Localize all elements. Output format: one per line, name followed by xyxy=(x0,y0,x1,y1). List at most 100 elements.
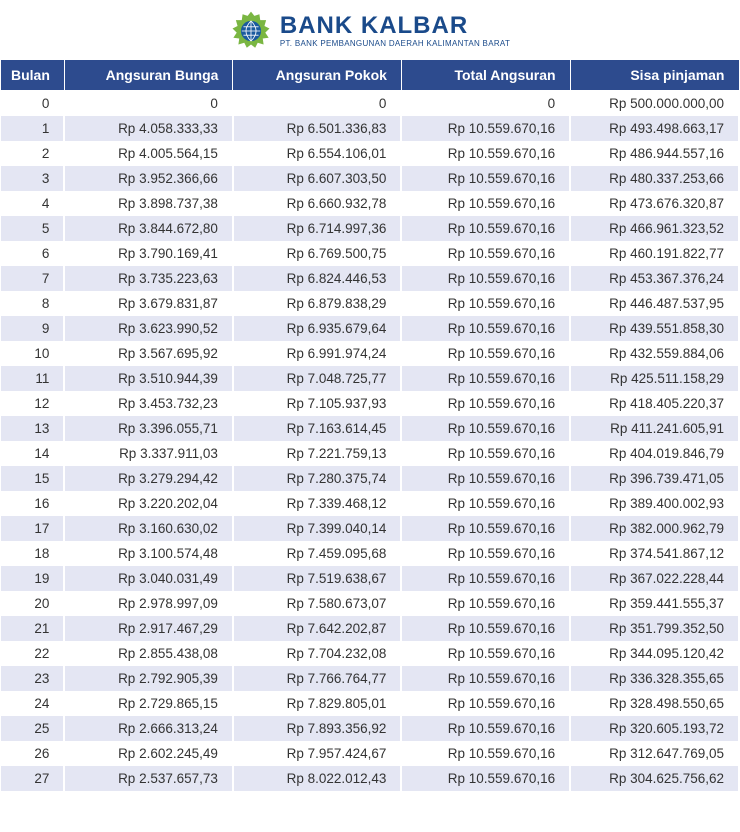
table-cell: Rp 500.000.000,00 xyxy=(570,91,739,117)
table-cell: 18 xyxy=(1,541,65,566)
amortization-table: Bulan Angsuran Bunga Angsuran Pokok Tota… xyxy=(0,60,740,791)
table-cell: Rp 3.279.294,42 xyxy=(64,466,233,491)
table-cell: Rp 10.559.670,16 xyxy=(401,216,570,241)
table-cell: 13 xyxy=(1,416,65,441)
table-cell: Rp 6.769.500,75 xyxy=(233,241,402,266)
table-cell: Rp 3.453.732,23 xyxy=(64,391,233,416)
table-cell: Rp 3.337.911,03 xyxy=(64,441,233,466)
col-header-sisa: Sisa pinjaman xyxy=(570,60,739,91)
table-cell: Rp 10.559.670,16 xyxy=(401,641,570,666)
table-cell: 0 xyxy=(233,91,402,117)
table-cell: Rp 6.991.974,24 xyxy=(233,341,402,366)
table-cell: 4 xyxy=(1,191,65,216)
table-cell: Rp 3.567.695,92 xyxy=(64,341,233,366)
table-row: 2Rp 4.005.564,15Rp 6.554.106,01Rp 10.559… xyxy=(1,141,740,166)
table-body: 0000Rp 500.000.000,001Rp 4.058.333,33Rp … xyxy=(1,91,740,792)
table-cell: Rp 3.040.031,49 xyxy=(64,566,233,591)
table-cell: Rp 10.559.670,16 xyxy=(401,191,570,216)
table-cell: Rp 10.559.670,16 xyxy=(401,666,570,691)
table-cell: 24 xyxy=(1,691,65,716)
table-cell: Rp 4.005.564,15 xyxy=(64,141,233,166)
table-cell: 2 xyxy=(1,141,65,166)
table-cell: Rp 10.559.670,16 xyxy=(401,766,570,791)
table-cell: Rp 7.280.375,74 xyxy=(233,466,402,491)
table-cell: Rp 10.559.670,16 xyxy=(401,116,570,141)
table-cell: 0 xyxy=(64,91,233,117)
table-cell: Rp 486.944.557,16 xyxy=(570,141,739,166)
table-cell: 27 xyxy=(1,766,65,791)
table-cell: Rp 7.399.040,14 xyxy=(233,516,402,541)
table-cell: Rp 10.559.670,16 xyxy=(401,266,570,291)
table-cell: Rp 6.554.106,01 xyxy=(233,141,402,166)
table-cell: Rp 6.824.446,53 xyxy=(233,266,402,291)
table-cell: Rp 432.559.884,06 xyxy=(570,341,739,366)
table-cell: 5 xyxy=(1,216,65,241)
table-cell: Rp 336.328.355,65 xyxy=(570,666,739,691)
table-cell: Rp 7.163.614,45 xyxy=(233,416,402,441)
table-cell: 23 xyxy=(1,666,65,691)
table-row: 1Rp 4.058.333,33Rp 6.501.336,83Rp 10.559… xyxy=(1,116,740,141)
col-header-bulan: Bulan xyxy=(1,60,65,91)
table-row: 4Rp 3.898.737,38Rp 6.660.932,78Rp 10.559… xyxy=(1,191,740,216)
table-cell: Rp 6.660.932,78 xyxy=(233,191,402,216)
table-cell: Rp 404.019.846,79 xyxy=(570,441,739,466)
table-cell: Rp 2.602.245,49 xyxy=(64,741,233,766)
table-row: 9Rp 3.623.990,52Rp 6.935.679,64Rp 10.559… xyxy=(1,316,740,341)
table-cell: Rp 10.559.670,16 xyxy=(401,541,570,566)
table-row: 21Rp 2.917.467,29Rp 7.642.202,87Rp 10.55… xyxy=(1,616,740,641)
table-cell: Rp 3.898.737,38 xyxy=(64,191,233,216)
table-cell: Rp 3.220.202,04 xyxy=(64,491,233,516)
table-cell: Rp 7.221.759,13 xyxy=(233,441,402,466)
table-cell: Rp 446.487.537,95 xyxy=(570,291,739,316)
table-row: 25Rp 2.666.313,24Rp 7.893.356,92Rp 10.55… xyxy=(1,716,740,741)
table-cell: Rp 453.367.376,24 xyxy=(570,266,739,291)
table-cell: Rp 10.559.670,16 xyxy=(401,416,570,441)
table-cell: Rp 389.400.002,93 xyxy=(570,491,739,516)
table-row: 12Rp 3.453.732,23Rp 7.105.937,93Rp 10.55… xyxy=(1,391,740,416)
table-cell: 14 xyxy=(1,441,65,466)
table-row: 24Rp 2.729.865,15Rp 7.829.805,01Rp 10.55… xyxy=(1,691,740,716)
table-row: 3Rp 3.952.366,66Rp 6.607.303,50Rp 10.559… xyxy=(1,166,740,191)
table-cell: Rp 10.559.670,16 xyxy=(401,716,570,741)
table-cell: 12 xyxy=(1,391,65,416)
table-cell: Rp 460.191.822,77 xyxy=(570,241,739,266)
table-cell: Rp 7.339.468,12 xyxy=(233,491,402,516)
table-cell: 21 xyxy=(1,616,65,641)
brand-header: BANK KALBAR PT. BANK PEMBANGUNAN DAERAH … xyxy=(0,0,740,60)
table-cell: Rp 10.559.670,16 xyxy=(401,591,570,616)
table-cell: Rp 7.893.356,92 xyxy=(233,716,402,741)
table-cell: Rp 6.607.303,50 xyxy=(233,166,402,191)
table-cell: Rp 4.058.333,33 xyxy=(64,116,233,141)
table-row: 16Rp 3.220.202,04Rp 7.339.468,12Rp 10.55… xyxy=(1,491,740,516)
table-cell: Rp 374.541.867,12 xyxy=(570,541,739,566)
table-cell: 8 xyxy=(1,291,65,316)
table-cell: 1 xyxy=(1,116,65,141)
table-cell: 11 xyxy=(1,366,65,391)
table-cell: Rp 3.952.366,66 xyxy=(64,166,233,191)
table-cell: 25 xyxy=(1,716,65,741)
table-cell: Rp 2.792.905,39 xyxy=(64,666,233,691)
table-cell: 17 xyxy=(1,516,65,541)
table-cell: Rp 10.559.670,16 xyxy=(401,691,570,716)
table-row: 10Rp 3.567.695,92Rp 6.991.974,24Rp 10.55… xyxy=(1,341,740,366)
col-header-bunga: Angsuran Bunga xyxy=(64,60,233,91)
table-header-row: Bulan Angsuran Bunga Angsuran Pokok Tota… xyxy=(1,60,740,91)
table-cell: Rp 3.623.990,52 xyxy=(64,316,233,341)
table-cell: Rp 10.559.670,16 xyxy=(401,491,570,516)
table-cell: Rp 10.559.670,16 xyxy=(401,166,570,191)
col-header-pokok: Angsuran Pokok xyxy=(233,60,402,91)
table-row: 7Rp 3.735.223,63Rp 6.824.446,53Rp 10.559… xyxy=(1,266,740,291)
table-cell: Rp 7.105.937,93 xyxy=(233,391,402,416)
table-row: 15Rp 3.279.294,42Rp 7.280.375,74Rp 10.55… xyxy=(1,466,740,491)
table-cell: 6 xyxy=(1,241,65,266)
table-cell: Rp 3.679.831,87 xyxy=(64,291,233,316)
table-cell: Rp 312.647.769,05 xyxy=(570,741,739,766)
page-container: BANK KALBAR PT. BANK PEMBANGUNAN DAERAH … xyxy=(0,0,740,791)
table-cell: Rp 10.559.670,16 xyxy=(401,741,570,766)
table-cell: Rp 10.559.670,16 xyxy=(401,566,570,591)
table-row: 8Rp 3.679.831,87Rp 6.879.838,29Rp 10.559… xyxy=(1,291,740,316)
table-cell: 19 xyxy=(1,566,65,591)
table-row: 14Rp 3.337.911,03Rp 7.221.759,13Rp 10.55… xyxy=(1,441,740,466)
bank-logo-icon xyxy=(230,10,272,52)
table-row: 6Rp 3.790.169,41Rp 6.769.500,75Rp 10.559… xyxy=(1,241,740,266)
